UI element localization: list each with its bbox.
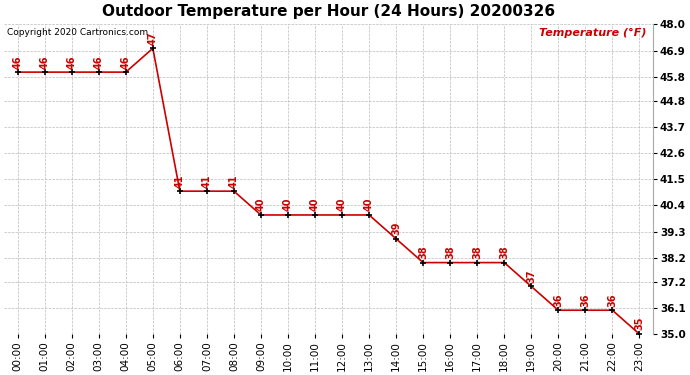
Text: 40: 40 <box>283 198 293 211</box>
Text: 36: 36 <box>607 293 618 307</box>
Text: 38: 38 <box>472 245 482 259</box>
Text: 40: 40 <box>337 198 347 211</box>
Text: 37: 37 <box>526 269 536 283</box>
Text: Copyright 2020 Cartronics.com: Copyright 2020 Cartronics.com <box>8 28 148 37</box>
Text: 38: 38 <box>418 245 428 259</box>
Text: 40: 40 <box>256 198 266 211</box>
Text: 46: 46 <box>40 55 50 69</box>
Text: 46: 46 <box>67 55 77 69</box>
Text: 38: 38 <box>500 245 509 259</box>
Text: 40: 40 <box>310 198 320 211</box>
Text: 46: 46 <box>12 55 23 69</box>
Text: 35: 35 <box>634 317 644 330</box>
Text: 38: 38 <box>445 245 455 259</box>
Text: 40: 40 <box>364 198 374 211</box>
Title: Outdoor Temperature per Hour (24 Hours) 20200326: Outdoor Temperature per Hour (24 Hours) … <box>102 4 555 19</box>
Text: 41: 41 <box>202 174 212 188</box>
Text: 41: 41 <box>229 174 239 188</box>
Text: 41: 41 <box>175 174 185 188</box>
Text: 47: 47 <box>148 31 158 45</box>
Text: 39: 39 <box>391 222 401 235</box>
Text: 36: 36 <box>580 293 591 307</box>
Text: 46: 46 <box>94 55 104 69</box>
Text: Temperature (°F): Temperature (°F) <box>539 28 647 38</box>
Text: 46: 46 <box>121 55 131 69</box>
Text: 36: 36 <box>553 293 563 307</box>
